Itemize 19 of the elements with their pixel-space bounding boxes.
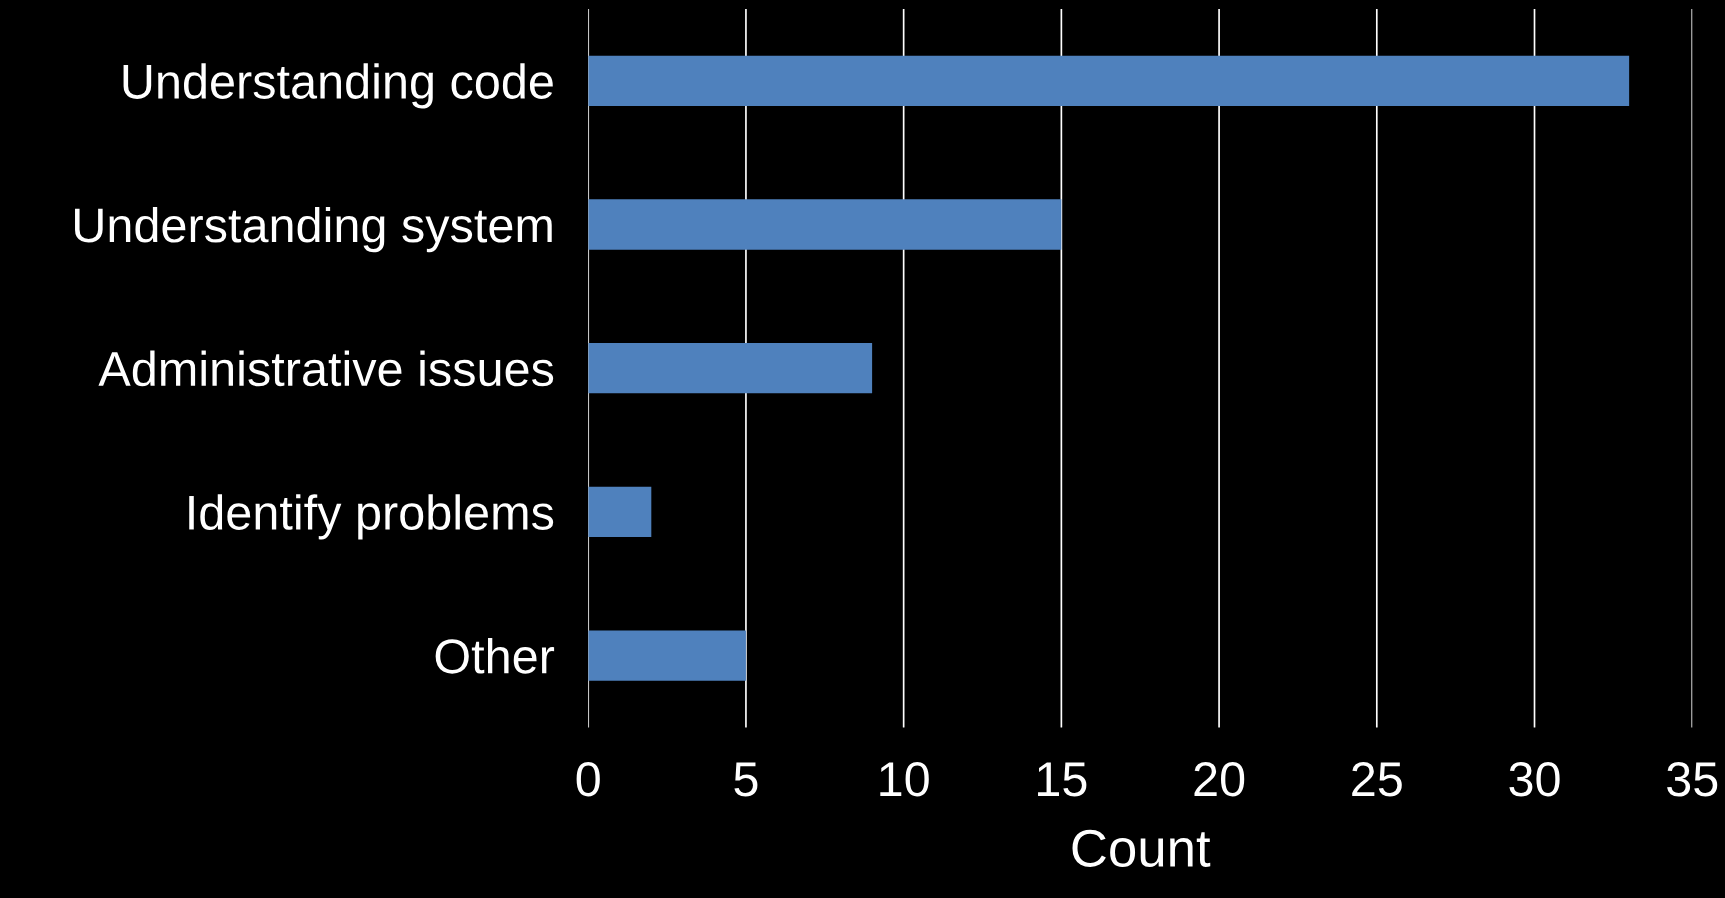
x-axis-title: Count <box>1072 829 1211 868</box>
x-tick-label: 0 <box>576 762 600 797</box>
bar <box>588 486 652 537</box>
y-tick-label: Administrative issues <box>98 350 554 387</box>
bar <box>588 55 1630 106</box>
x-tick-label: 25 <box>1352 762 1402 797</box>
x-tick-label: 15 <box>1038 762 1087 797</box>
x-tick-label: 5 <box>734 762 758 797</box>
bar <box>588 630 746 681</box>
bar <box>588 199 1062 250</box>
x-tick-label: 20 <box>1194 762 1245 797</box>
y-tick-label: Understanding code <box>123 63 553 109</box>
x-tick-label: 10 <box>880 762 929 797</box>
x-tick-label: 35 <box>1667 762 1718 797</box>
bar <box>588 343 873 394</box>
x-tick-label: 30 <box>1509 762 1560 797</box>
y-tick-label: Understanding system <box>75 206 552 253</box>
y-tick-label: Identify problems <box>189 494 554 540</box>
y-tick-label: Other <box>435 637 555 674</box>
